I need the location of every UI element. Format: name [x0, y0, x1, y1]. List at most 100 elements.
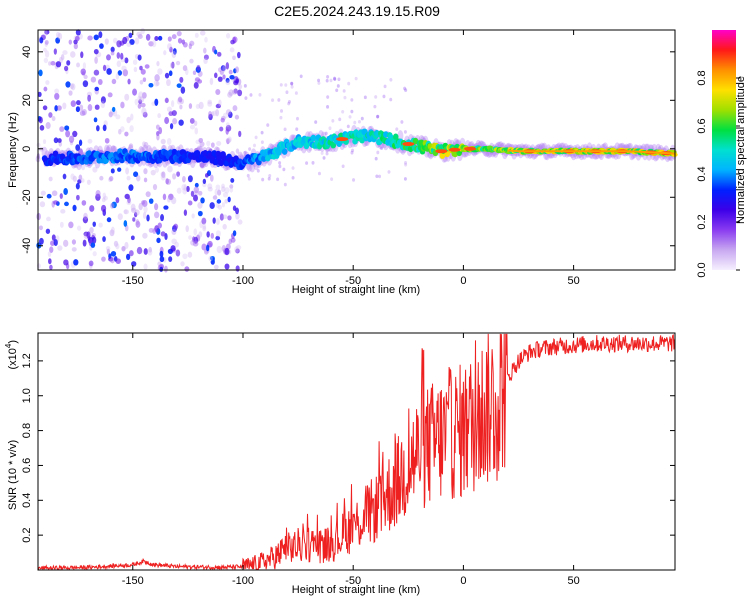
spectrogram-noise-point: [337, 77, 341, 82]
spectrogram-noise-point: [140, 27, 145, 35]
spectrogram-noise-point: [156, 61, 160, 67]
spectrogram-noise-point: [136, 174, 141, 182]
spectrogram-noise-point: [389, 97, 393, 102]
spectrogram-noise-point: [38, 69, 43, 77]
spectrogram-noise-point: [228, 69, 233, 75]
spectrogram-noise-point: [206, 140, 211, 147]
spectrogram-noise-point: [276, 177, 280, 182]
spectrogram-noise-point: [171, 196, 177, 205]
spectrogram-noise-point: [159, 266, 164, 272]
spectrogram-noise-point: [143, 168, 148, 175]
spectrogram-noise-point: [235, 265, 240, 272]
spectrogram-noise-point: [136, 31, 142, 37]
spectrogram-noise-point: [179, 76, 184, 83]
spectrogram-noise-point: [75, 106, 80, 113]
spectrogram-noise-point: [151, 40, 157, 48]
spectrogram-noise-point: [220, 117, 225, 123]
spectrogram-noise-point: [102, 64, 107, 72]
spectrogram-noise-point: [221, 202, 226, 208]
spectrogram-noise-point: [145, 191, 151, 198]
spectrogram-noise-point: [111, 106, 116, 112]
spectrogram-noise-point: [123, 209, 129, 215]
spectrogram-noise-point: [387, 170, 391, 174]
spectrogram-noise-point: [182, 253, 188, 260]
spectrogram-noise-point: [153, 79, 159, 87]
spectrogram-ridge-point: [439, 152, 446, 159]
spectrogram-peak-point: [464, 146, 477, 151]
spectrogram-noise-point: [197, 79, 203, 84]
spectrogram-noise-point: [60, 54, 65, 61]
spectrogram-noise-point: [268, 174, 272, 178]
spectrogram-noise-point: [92, 236, 97, 244]
spectrogram-noise-point: [55, 37, 61, 44]
snr-y-label: SNR (10 * v/v): [7, 440, 19, 510]
spectrogram-noise-point: [142, 199, 148, 208]
spectrogram-noise-point: [192, 241, 199, 247]
spectrogram-noise-point: [189, 58, 194, 64]
spectrogram-noise-point: [222, 214, 228, 220]
spectrogram-noise-point: [160, 231, 166, 237]
spectrogram-noise-point: [178, 119, 184, 126]
spectrogram-noise-point: [335, 88, 339, 93]
spectrogram-noise-point: [95, 189, 101, 198]
snr-x-tick-label: -50: [345, 575, 361, 587]
spectrogram-noise-point: [138, 202, 143, 211]
spectrogram-noise-point: [229, 186, 234, 193]
spectrogram-noise-point: [109, 175, 114, 182]
spectrogram-noise-point: [37, 91, 42, 97]
spectrogram-noise-point: [155, 81, 160, 87]
spectrogram-noise-point: [64, 65, 69, 72]
spectrogram-noise-point: [279, 115, 283, 120]
spectrogram-noise-point: [59, 193, 63, 199]
spectrogram-noise-point: [215, 230, 221, 237]
spectrogram-noise-point: [187, 175, 193, 183]
spectrogram-noise-point: [55, 61, 62, 68]
colorbar-tick-label: 0.4: [696, 166, 708, 181]
spectrogram-noise-point: [216, 217, 220, 226]
spectrogram-noise-point: [373, 104, 377, 109]
spectrogram-noise-point: [128, 250, 134, 257]
spectrogram-noise-point: [225, 128, 229, 135]
spectrogram-noise-point: [121, 245, 126, 252]
spectrogram-ridge: [41, 124, 678, 173]
spectrogram-noise-point: [278, 164, 282, 169]
spectrogram-noise-point: [124, 131, 129, 137]
spectrogram-noise-point: [249, 93, 253, 97]
spectrogram-noise-point: [160, 214, 164, 222]
spectrogram-y-tick-label: -40: [21, 238, 33, 254]
spectrogram-noise-point: [375, 174, 379, 179]
spectrogram-noise-point: [207, 101, 213, 107]
spectrogram-noise-point: [199, 162, 205, 168]
spectrogram-noise-point: [128, 184, 134, 192]
spectrogram-noise-point: [215, 235, 221, 241]
spectrogram-noise-point: [376, 114, 380, 119]
spectrogram-noise-point: [142, 141, 146, 147]
spectrogram-noise-point: [108, 111, 113, 118]
spectrogram-noise-point: [124, 57, 129, 64]
spectrogram-noise-point: [43, 57, 49, 64]
spectrogram-noise-point: [167, 36, 172, 42]
spectrogram-noise-point: [100, 100, 106, 109]
spectrogram-noise-point: [98, 31, 103, 39]
spectrogram-noise-point: [225, 62, 230, 70]
spectrogram-x-label: Height of straight line (km): [292, 284, 420, 296]
spectrogram-noise-point: [235, 248, 240, 254]
spectrogram-noise-point: [180, 261, 185, 267]
spectrogram-noise-point: [154, 203, 159, 211]
spectrogram-noise-point: [143, 205, 148, 213]
spectrogram-noise-point: [107, 92, 113, 98]
spectrogram-noise-point: [308, 147, 312, 152]
spectrogram-noise-point: [234, 66, 240, 74]
spectrogram-y-ticks: -40 -20 0 20 40: [21, 46, 675, 254]
spectrogram-noise-point: [38, 116, 43, 124]
spectrogram-noise-point: [237, 219, 243, 225]
spectrogram-noise-point: [237, 51, 241, 59]
spectrogram-noise-point: [48, 112, 53, 118]
spectrogram-frame: [37, 29, 676, 271]
spectrogram-noise-point: [174, 241, 179, 248]
spectrogram-noise-point: [86, 179, 91, 185]
spectrogram-noise-point: [57, 138, 62, 143]
spectrogram-noise-point: [178, 96, 183, 103]
spectrogram-noise-point: [130, 207, 137, 213]
